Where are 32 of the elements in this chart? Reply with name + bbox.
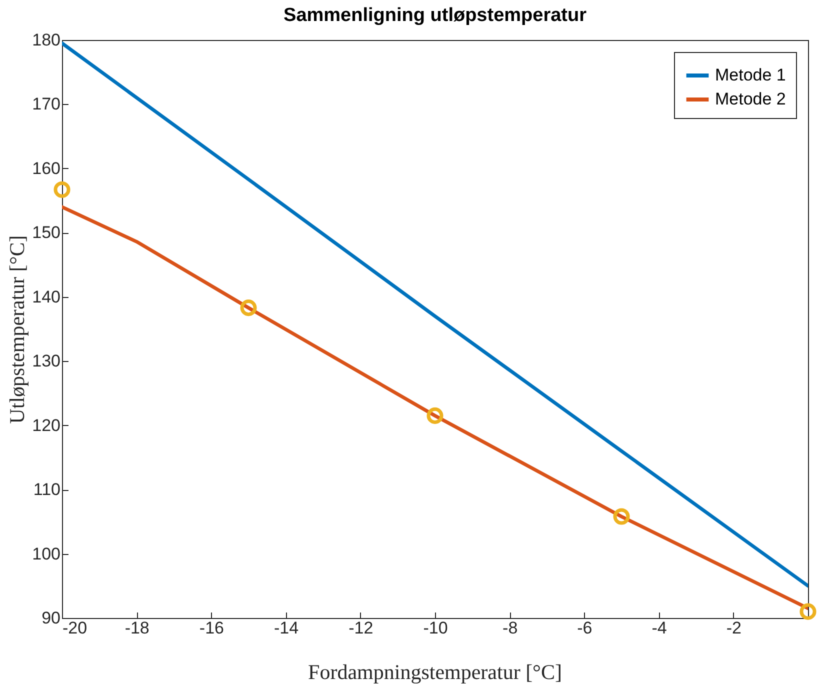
x-tick-label: -8 (502, 618, 518, 638)
x-tick-label: -10 (423, 618, 448, 638)
x-tick-label: -2 (726, 618, 742, 638)
y-tick-label: 160 (32, 158, 60, 178)
legend-label: Metode 2 (715, 90, 786, 108)
x-tick-label: -20 (62, 618, 88, 638)
y-tick-label: 100 (32, 544, 60, 564)
line-series (62, 41, 808, 588)
x-tick-label: -6 (577, 618, 592, 638)
y-tick-label: 90 (42, 608, 60, 628)
x-tick-label: -4 (652, 618, 667, 638)
point (800, 603, 816, 620)
y-tick-label: 140 (32, 287, 60, 306)
x-tick-label: -14 (274, 618, 299, 638)
x-tick-label: -12 (348, 618, 374, 638)
legend-label: Metode 1 (715, 66, 786, 84)
y-tick-label: 150 (32, 223, 60, 242)
y-tick-label: 130 (32, 352, 60, 371)
chart-title: Sammenligning utløpstemperatur (284, 5, 588, 26)
y-tick-label: 170 (32, 94, 60, 114)
point (54, 181, 70, 198)
line-series (62, 205, 808, 610)
y-tick-label: 180 (32, 30, 60, 50)
point (426, 407, 444, 424)
point (613, 508, 630, 525)
y-axis-title: Utløpstemperatur [°C] (5, 235, 30, 424)
y-tick-label: 120 (32, 416, 60, 435)
y-tick-label: 110 (33, 480, 60, 500)
point (240, 300, 257, 316)
x-tick-label: -16 (199, 618, 224, 638)
x-axis-title: Fordampningstemperatur [°C] (308, 660, 562, 684)
x-tick-label: -18 (124, 618, 150, 638)
